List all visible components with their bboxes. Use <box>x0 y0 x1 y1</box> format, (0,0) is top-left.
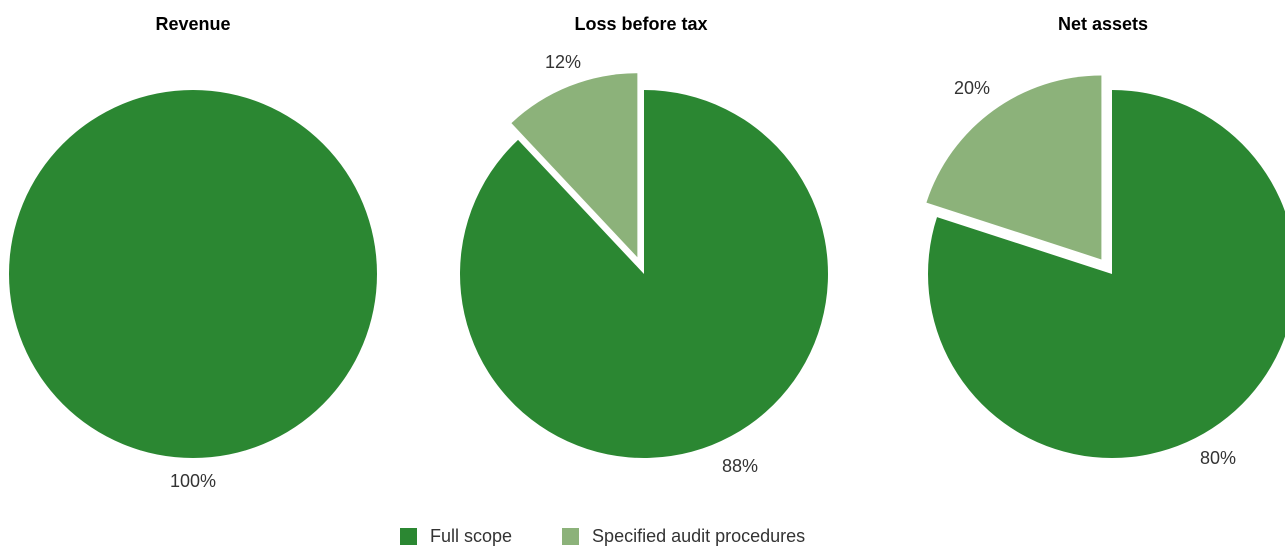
pie-slice-net-assets-specified-audit-procedures <box>926 75 1102 260</box>
chart-title-net-assets: Net assets <box>1057 14 1149 34</box>
legend-label-specified-audit-procedures: Specified audit procedures <box>592 526 806 546</box>
legend-item-full-scope: Full scope <box>400 526 512 547</box>
legend: Full scope Specified audit procedures <box>400 526 855 547</box>
pie-slice-loss-before-tax-full-scope <box>460 90 828 458</box>
legend-label-full-scope: Full scope <box>430 526 513 546</box>
pie-slice-loss-before-tax-specified-audit-procedures <box>511 73 638 258</box>
net-assets-specified-label: 20% <box>953 78 991 98</box>
chart-title-loss-before-tax: Loss before tax <box>574 14 708 34</box>
revenue-full-scope-label: 100% <box>169 471 217 491</box>
loss-full-scope-label: 88% <box>721 456 759 476</box>
net-assets-full-scope-label: 80% <box>1199 448 1237 468</box>
loss-specified-label: 12% <box>544 52 582 72</box>
legend-swatch-full-scope <box>400 528 417 545</box>
legend-item-specified-audit-procedures: Specified audit procedures <box>562 526 805 547</box>
legend-swatch-specified-audit-procedures <box>562 528 580 545</box>
chart-title-revenue: Revenue <box>155 14 231 34</box>
pie-slice-revenue-full-scope <box>9 90 377 458</box>
pie-slice-net-assets-full-scope <box>928 90 1285 458</box>
